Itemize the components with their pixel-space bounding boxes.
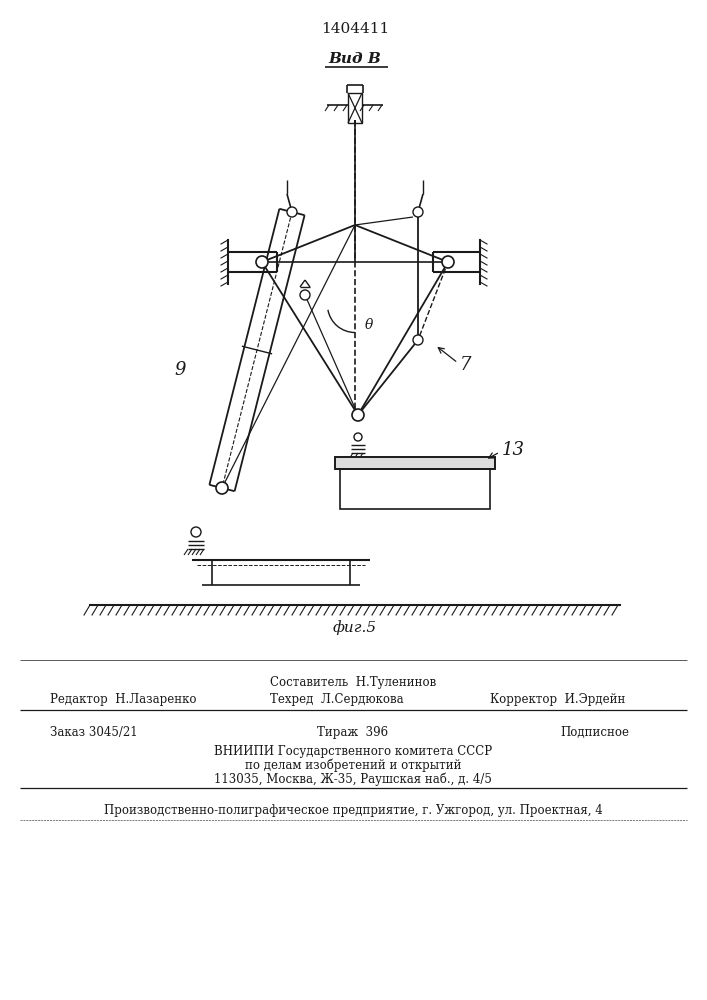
Text: по делам изобретений и открытий: по делам изобретений и открытий [245,759,461,772]
Text: 7: 7 [460,356,472,374]
Text: Подписное: Подписное [560,726,629,739]
Text: 1404411: 1404411 [321,22,389,36]
Text: 113035, Москва, Ж-35, Раушская наб., д. 4/5: 113035, Москва, Ж-35, Раушская наб., д. … [214,773,492,786]
Bar [340,469,490,509]
Text: Вид В: Вид В [329,52,381,66]
Text: θ: θ [365,318,373,332]
Text: Редактор  Н.Лазаренко: Редактор Н.Лазаренко [50,693,197,706]
Circle shape [442,256,454,268]
Text: 13: 13 [502,441,525,459]
Text: Заказ 3045/21: Заказ 3045/21 [50,726,138,739]
Bar [335,457,495,469]
Circle shape [413,335,423,345]
Circle shape [191,527,201,537]
Text: Составитель  Н.Туленинов: Составитель Н.Туленинов [270,676,436,689]
Text: Техред  Л.Сердюкова: Техред Л.Сердюкова [270,693,404,706]
Bar [335,457,495,469]
Circle shape [256,256,268,268]
Circle shape [216,482,228,494]
Circle shape [413,207,423,217]
Bar [348,93,362,123]
Text: фиг.5: фиг.5 [333,621,377,635]
Text: Корректор  И.Эрдейн: Корректор И.Эрдейн [490,693,626,706]
Circle shape [287,207,297,217]
Text: Тираж  396: Тираж 396 [317,726,389,739]
Text: ВНИИПИ Государственного комитета СССР: ВНИИПИ Государственного комитета СССР [214,745,492,758]
Circle shape [352,409,364,421]
Text: Производственно-полиграфическое предприятие, г. Ужгород, ул. Проектная, 4: Производственно-полиграфическое предприя… [104,804,602,817]
Text: 9: 9 [174,361,186,379]
Circle shape [300,290,310,300]
Circle shape [354,433,362,441]
